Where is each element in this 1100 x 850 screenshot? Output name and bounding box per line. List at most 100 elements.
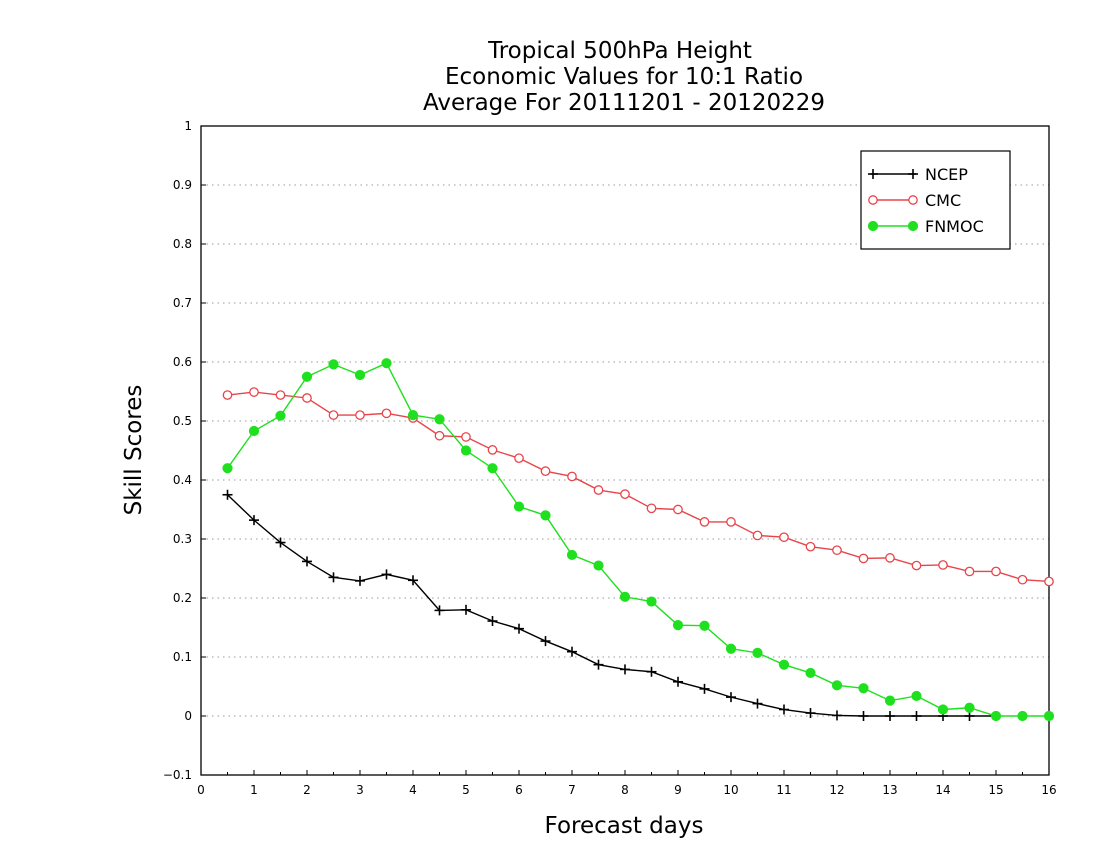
data-point-cmc <box>328 410 339 420</box>
data-point-fnmoc <box>1017 710 1028 722</box>
data-point-ncep <box>779 704 789 715</box>
x-tick-label: 0 <box>197 783 205 797</box>
data-point-ncep <box>381 569 392 580</box>
data-point-fnmoc <box>619 591 631 602</box>
data-point-cmc <box>885 553 895 563</box>
data-point-cmc <box>726 517 736 527</box>
data-point-ncep <box>461 604 471 615</box>
data-point-fnmoc <box>460 445 472 456</box>
x-tick-label: 8 <box>621 783 629 797</box>
data-point-cmc <box>275 390 286 400</box>
data-point-cmc <box>858 553 869 564</box>
data-point-ncep <box>699 683 710 694</box>
data-point-cmc <box>1044 576 1054 587</box>
x-tick-label: 7 <box>568 783 576 797</box>
data-point-ncep <box>593 659 604 670</box>
y-tick-label: 0.6 <box>173 355 192 369</box>
x-tick-label: 15 <box>988 783 1003 797</box>
data-point-cmc <box>938 560 948 570</box>
legend-marker <box>868 195 878 205</box>
data-point-cmc <box>911 560 922 571</box>
x-tick-label: 3 <box>356 783 364 797</box>
y-tick-label: 0.3 <box>173 532 192 546</box>
y-tick-label: 1 <box>184 119 192 133</box>
data-point-ncep <box>302 556 312 567</box>
legend-marker <box>867 220 879 232</box>
data-point-cmc <box>646 503 657 514</box>
legend-label: NCEP <box>925 165 968 184</box>
x-tick-label: 13 <box>882 783 897 797</box>
y-axis-title: Skill Scores <box>121 385 147 516</box>
data-point-ncep <box>408 575 418 586</box>
data-point-fnmoc <box>725 643 737 654</box>
data-point-cmc <box>673 504 683 515</box>
x-tick-label: 1 <box>250 783 258 797</box>
legend-marker <box>907 220 919 232</box>
data-point-fnmoc <box>487 463 498 474</box>
legend-item-ncep: NCEP <box>868 165 968 184</box>
data-point-ncep <box>434 605 445 616</box>
data-point-fnmoc <box>646 596 657 607</box>
data-point-ncep <box>514 623 524 634</box>
data-point-ncep <box>275 537 286 548</box>
data-point-fnmoc <box>275 410 286 421</box>
data-point-ncep <box>222 489 233 500</box>
data-point-cmc <box>964 566 975 577</box>
data-point-fnmoc <box>805 667 816 679</box>
series-line-ncep <box>227 494 996 717</box>
data-point-ncep <box>832 710 842 721</box>
data-point-fnmoc <box>248 425 260 437</box>
x-axis-ticks: 0 1 2 3 4 5 6 7 8 9 10 11 12 13 14 15 16 <box>197 770 1057 797</box>
data-point-ncep <box>726 692 736 703</box>
y-tick-label: −0.1 <box>163 768 192 782</box>
data-point-fnmoc <box>990 710 1002 722</box>
series-fnmoc <box>222 358 1055 722</box>
gridlines <box>201 184 1049 717</box>
data-point-cmc <box>779 532 789 543</box>
data-point-cmc <box>514 453 524 464</box>
data-point-ncep <box>249 515 259 526</box>
series-line-fnmoc <box>226 362 1049 717</box>
data-point-fnmoc <box>222 463 233 474</box>
data-point-fnmoc <box>858 683 869 694</box>
x-tick-label: 10 <box>723 783 738 797</box>
data-point-ncep <box>673 676 683 687</box>
data-point-cmc <box>832 545 842 556</box>
y-tick-label: 0 <box>184 709 192 723</box>
data-point-fnmoc <box>381 358 392 369</box>
data-point-ncep <box>885 711 895 721</box>
x-tick-label: 4 <box>409 783 417 797</box>
data-point-ncep <box>355 575 365 586</box>
data-point-fnmoc <box>593 560 604 571</box>
data-point-fnmoc <box>884 695 896 706</box>
data-point-fnmoc <box>778 659 790 670</box>
data-point-cmc <box>540 466 551 476</box>
data-point-fnmoc <box>1043 710 1055 722</box>
data-point-ncep <box>540 636 551 647</box>
series-ncep <box>222 489 1001 721</box>
data-point-cmc <box>249 387 259 397</box>
title-line-3: Average For 20111201 - 20120229 <box>423 90 825 116</box>
title-line-2: Economic Values for 10:1 Ratio <box>445 64 803 90</box>
data-point-cmc <box>381 408 392 419</box>
x-tick-label: 14 <box>935 783 950 797</box>
data-point-ncep <box>805 708 816 719</box>
data-point-cmc <box>699 517 710 527</box>
x-tick-label: 11 <box>776 783 791 797</box>
data-point-ncep <box>911 711 922 721</box>
data-point-cmc <box>805 541 816 552</box>
data-point-fnmoc <box>752 647 763 658</box>
x-tick-label: 16 <box>1041 783 1056 797</box>
data-point-cmc <box>355 410 365 420</box>
data-point-ncep <box>620 664 630 675</box>
legend-label: CMC <box>925 191 961 210</box>
series-cmc <box>222 387 1054 587</box>
data-point-fnmoc <box>911 690 922 702</box>
data-point-fnmoc <box>566 549 578 561</box>
y-tick-label: 0.1 <box>173 650 192 664</box>
data-point-fnmoc <box>672 620 684 631</box>
data-point-fnmoc <box>937 704 949 715</box>
series-group <box>222 358 1055 722</box>
data-point-fnmoc <box>540 510 551 521</box>
